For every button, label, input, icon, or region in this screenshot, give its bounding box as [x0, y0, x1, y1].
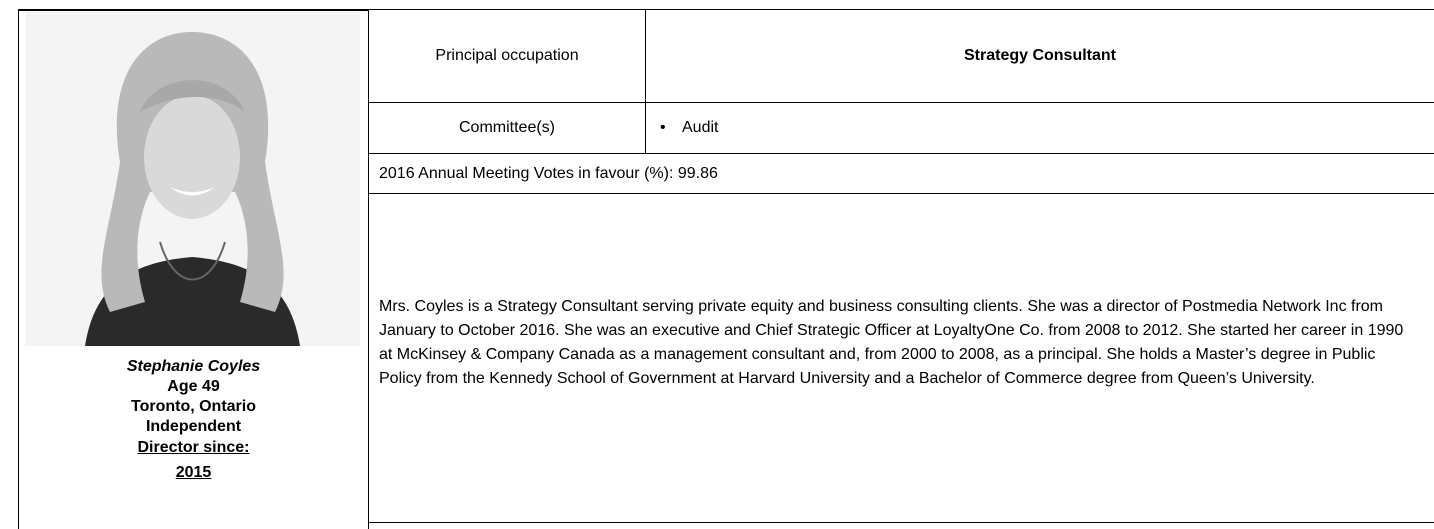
name: Stephanie Coyles	[126, 358, 261, 375]
occupation: Strategy Consultant	[963, 47, 1116, 64]
director-since-year: 2015	[175, 464, 212, 481]
occupation-label-cell: Principal occupation	[368, 9, 646, 103]
age: Age 49	[167, 378, 220, 395]
committees-cell: • Audit	[645, 102, 1434, 154]
bio-cell: Mrs. Coyles is a Strategy Consultant ser…	[368, 193, 1434, 523]
committee: Audit	[682, 119, 719, 136]
votes-value: 99.86	[677, 164, 718, 182]
location: Toronto, Ontario	[130, 398, 256, 415]
votes-cell: 2016 Annual Meeting Votes in favour (%):…	[368, 153, 1434, 194]
votes-label: 2016 Annual Meeting Votes in favour (%):	[379, 164, 674, 182]
page: Stephanie Coyles Age 49 Toronto, Ontario…	[18, 9, 1434, 529]
bio: Mrs. Coyles is a Strategy Consultant ser…	[379, 298, 1404, 387]
profile-column: Stephanie Coyles Age 49 Toronto, Ontario…	[18, 9, 369, 529]
committees-label: Committee(s)	[458, 119, 555, 136]
occupation-cell: Strategy Consultant	[645, 9, 1434, 103]
status: Independent	[145, 418, 242, 435]
occupation-label: Principal occupation	[435, 47, 579, 64]
director-since-label: Director since:	[137, 439, 250, 456]
portrait	[25, 12, 360, 346]
bullet: •	[660, 119, 666, 136]
committees-label-cell: Committee(s)	[368, 102, 646, 154]
